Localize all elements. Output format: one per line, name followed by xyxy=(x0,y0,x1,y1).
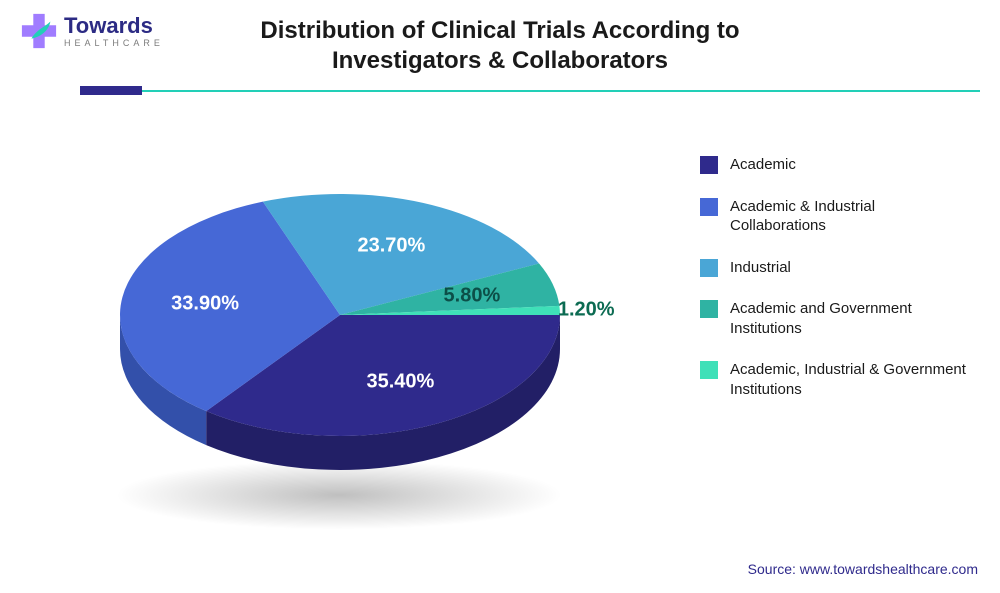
legend: Academic Academic & Industrial Collaborat… xyxy=(700,155,970,399)
divider-accent xyxy=(80,86,142,95)
pie-chart: 35.40% 33.90% 23.70% 5.80% 1.20% xyxy=(40,130,640,530)
legend-label: Academic, Industrial & Government Instit… xyxy=(730,360,970,399)
slice-value-label: 35.40% xyxy=(366,371,434,394)
legend-swatch xyxy=(700,156,718,174)
legend-item: Academic xyxy=(700,155,970,175)
chart-title: Distribution of Clinical Trials Accordin… xyxy=(0,16,1000,76)
legend-item: Academic and Government Institutions xyxy=(700,299,970,338)
legend-item: Academic, Industrial & Government Instit… xyxy=(700,360,970,399)
legend-swatch xyxy=(700,198,718,216)
slice-value-label: 5.80% xyxy=(444,284,501,307)
legend-item: Industrial xyxy=(700,258,970,278)
legend-swatch xyxy=(700,300,718,318)
slice-value-label: 33.90% xyxy=(171,292,239,315)
divider-line xyxy=(80,90,980,92)
legend-label: Academic and Government Institutions xyxy=(730,299,970,338)
title-divider xyxy=(80,86,980,96)
source-attribution: Source: www.towardshealthcare.com xyxy=(748,561,978,577)
legend-item: Academic & Industrial Collaborations xyxy=(700,197,970,236)
legend-label: Academic & Industrial Collaborations xyxy=(730,197,970,236)
legend-label: Academic xyxy=(730,155,796,175)
pie-svg xyxy=(100,160,580,500)
legend-swatch xyxy=(700,259,718,277)
legend-swatch xyxy=(700,361,718,379)
legend-label: Industrial xyxy=(730,258,791,278)
slice-value-label: 23.70% xyxy=(357,234,425,257)
slice-value-label: 1.20% xyxy=(558,298,615,321)
